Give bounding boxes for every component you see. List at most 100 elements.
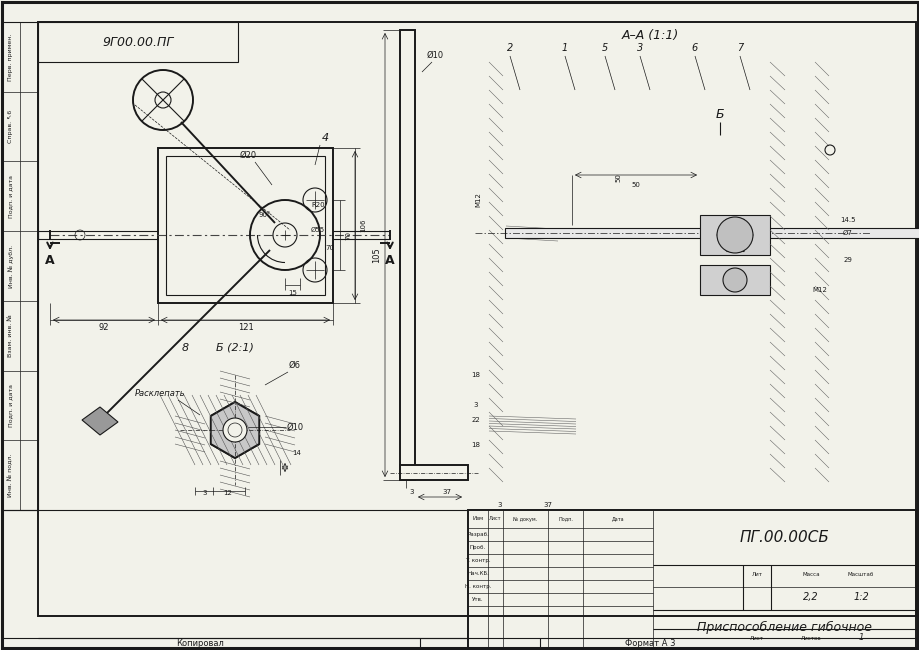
Text: M12: M12 bbox=[811, 287, 826, 293]
Text: Масса: Масса bbox=[801, 571, 819, 577]
Text: Ø55: Ø55 bbox=[311, 227, 324, 233]
Text: Ø10: Ø10 bbox=[426, 51, 443, 60]
Text: Инв. № дубл.: Инв. № дубл. bbox=[8, 244, 14, 287]
Circle shape bbox=[722, 268, 746, 292]
Bar bbox=[505, 225, 560, 239]
Bar bbox=[699, 265, 769, 295]
Polygon shape bbox=[210, 402, 259, 458]
Text: 29: 29 bbox=[843, 257, 852, 263]
Text: Формат А 3: Формат А 3 bbox=[624, 638, 675, 647]
Text: № докум.: № докум. bbox=[513, 517, 537, 521]
Text: Копировал: Копировал bbox=[176, 638, 223, 647]
Bar bbox=[699, 215, 769, 255]
Text: Подп. и дата: Подп. и дата bbox=[8, 384, 14, 427]
Bar bbox=[400, 465, 468, 480]
Text: ПГ.00.00СБ: ПГ.00.00СБ bbox=[739, 530, 829, 545]
Text: Инв. № подл.: Инв. № подл. bbox=[8, 454, 14, 497]
Circle shape bbox=[222, 418, 246, 442]
Text: 3: 3 bbox=[409, 489, 414, 495]
Text: 12: 12 bbox=[223, 490, 233, 496]
Text: Утв.: Утв. bbox=[471, 597, 483, 602]
Text: Ø7: Ø7 bbox=[842, 230, 852, 236]
Text: 8: 8 bbox=[181, 343, 188, 353]
Text: 70: 70 bbox=[325, 245, 335, 251]
Text: Ø6: Ø6 bbox=[289, 361, 301, 369]
Text: 7: 7 bbox=[736, 43, 743, 53]
Text: M12: M12 bbox=[474, 192, 481, 207]
Text: 37: 37 bbox=[543, 502, 552, 508]
Bar bbox=[487, 415, 577, 432]
Text: Б: Б bbox=[715, 109, 723, 122]
Text: Перв. примен.: Перв. примен. bbox=[8, 33, 14, 81]
Bar bbox=[165, 156, 324, 295]
Text: 4: 4 bbox=[321, 133, 328, 143]
Text: 1: 1 bbox=[857, 634, 863, 642]
Text: 18: 18 bbox=[471, 442, 480, 448]
Bar bbox=[400, 30, 414, 480]
Text: 3: 3 bbox=[636, 43, 642, 53]
Bar bbox=[38, 22, 238, 62]
Bar bbox=[158, 148, 333, 303]
Text: Т. контр.: Т. контр. bbox=[465, 558, 490, 563]
Text: Листов: Листов bbox=[800, 636, 821, 640]
Text: Лист: Лист bbox=[489, 517, 501, 521]
Text: 14.5: 14.5 bbox=[839, 217, 855, 223]
Bar bbox=[505, 228, 919, 238]
Text: Дата: Дата bbox=[611, 517, 624, 521]
Text: 2,2: 2,2 bbox=[802, 592, 818, 602]
Text: 1: 1 bbox=[562, 43, 568, 53]
Text: Подп.: Подп. bbox=[558, 517, 573, 521]
Text: 92: 92 bbox=[98, 324, 109, 333]
Polygon shape bbox=[82, 407, 118, 435]
Text: Нач.КБ.: Нач.КБ. bbox=[467, 571, 488, 576]
Text: 37: 37 bbox=[442, 489, 451, 495]
Bar bbox=[769, 60, 829, 475]
Text: 22: 22 bbox=[471, 417, 480, 423]
Text: 6: 6 bbox=[691, 43, 698, 53]
Bar bbox=[487, 60, 505, 475]
Text: 3: 3 bbox=[202, 490, 207, 496]
Text: Изм: Изм bbox=[472, 517, 483, 521]
Text: Лист: Лист bbox=[749, 636, 763, 640]
Text: R20: R20 bbox=[311, 202, 324, 208]
Circle shape bbox=[217, 457, 253, 493]
Text: 50: 50 bbox=[614, 174, 620, 183]
Text: Проб.: Проб. bbox=[470, 545, 485, 550]
Text: 50: 50 bbox=[630, 182, 640, 188]
Circle shape bbox=[172, 412, 208, 448]
Text: Масштаб: Масштаб bbox=[847, 571, 873, 577]
Text: 14: 14 bbox=[292, 450, 301, 456]
Text: 9Г00.00.ПГ: 9Г00.00.ПГ bbox=[102, 36, 174, 49]
Text: Ø10: Ø10 bbox=[286, 422, 303, 432]
Text: Справ. ↖6: Справ. ↖6 bbox=[8, 110, 14, 143]
Text: Приспособление гибочное: Приспособление гибочное bbox=[697, 621, 871, 634]
Text: Ø20: Ø20 bbox=[239, 151, 256, 159]
Text: Подп. и дата: Подп. и дата bbox=[8, 175, 14, 218]
Bar bbox=[2, 22, 38, 510]
Text: 3: 3 bbox=[497, 502, 502, 508]
Text: 105: 105 bbox=[372, 247, 381, 263]
Circle shape bbox=[716, 217, 752, 253]
Bar bbox=[468, 510, 915, 648]
Text: Взам. инв. №: Взам. инв. № bbox=[8, 315, 14, 357]
Circle shape bbox=[217, 367, 253, 403]
Circle shape bbox=[262, 412, 298, 448]
Text: 3: 3 bbox=[473, 402, 478, 408]
Text: 121: 121 bbox=[237, 324, 253, 333]
Text: Б (2:1): Б (2:1) bbox=[216, 343, 254, 353]
Text: A: A bbox=[45, 254, 55, 266]
Text: Лит: Лит bbox=[751, 571, 762, 577]
Text: 70: 70 bbox=[345, 231, 351, 239]
Text: Н. контр.: Н. контр. bbox=[464, 584, 491, 589]
Text: 18: 18 bbox=[471, 372, 480, 378]
Text: 15: 15 bbox=[289, 290, 297, 296]
Text: 2: 2 bbox=[506, 43, 513, 53]
Text: A: A bbox=[385, 254, 394, 266]
Text: Разраб.: Разраб. bbox=[467, 532, 488, 537]
Text: 5: 5 bbox=[601, 43, 607, 53]
Text: 1:2: 1:2 bbox=[852, 592, 868, 602]
Text: 90°: 90° bbox=[258, 212, 271, 218]
Text: 106: 106 bbox=[359, 219, 366, 232]
Text: Расклепать: Расклепать bbox=[134, 389, 185, 398]
Text: А–А (1:1): А–А (1:1) bbox=[620, 29, 678, 42]
